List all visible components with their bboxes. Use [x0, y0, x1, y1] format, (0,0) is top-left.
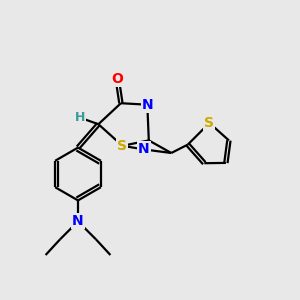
Text: H: H: [75, 111, 85, 124]
Text: N: N: [142, 98, 153, 112]
Text: N: N: [138, 142, 150, 156]
Text: O: O: [111, 72, 123, 86]
Text: S: S: [117, 139, 128, 153]
Text: N: N: [72, 214, 84, 228]
Text: S: S: [204, 116, 214, 130]
